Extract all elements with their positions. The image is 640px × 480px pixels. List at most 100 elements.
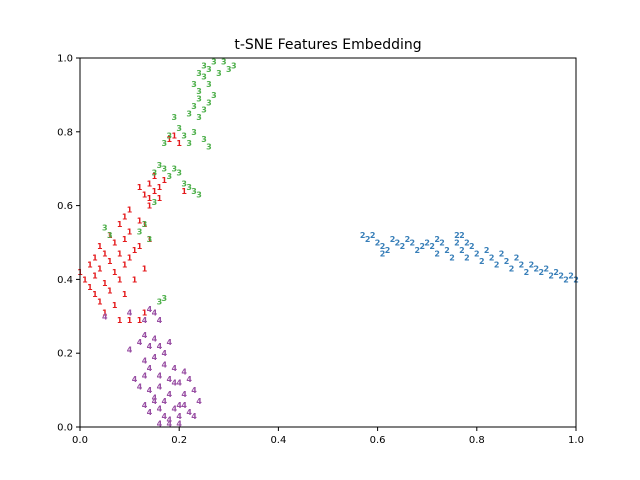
data-point-3: 3 bbox=[147, 235, 153, 244]
data-point-2: 2 bbox=[469, 242, 475, 251]
plot-frame bbox=[79, 57, 577, 428]
data-point-2: 2 bbox=[360, 231, 366, 240]
data-point-4: 4 bbox=[171, 364, 177, 373]
data-point-2: 2 bbox=[434, 235, 440, 244]
data-point-4: 4 bbox=[142, 357, 148, 366]
data-point-3: 3 bbox=[176, 124, 182, 133]
data-point-1: 1 bbox=[117, 275, 123, 284]
data-point-1: 1 bbox=[82, 275, 88, 284]
data-point-2: 2 bbox=[395, 239, 401, 248]
data-point-4: 4 bbox=[176, 401, 182, 410]
x-tick-label: 0.4 bbox=[270, 435, 286, 446]
chart-title: t-SNE Features Embedding bbox=[234, 37, 421, 53]
data-point-3: 3 bbox=[102, 224, 108, 233]
data-point-4: 4 bbox=[142, 401, 148, 410]
data-point-2: 2 bbox=[449, 253, 455, 262]
data-point-3: 3 bbox=[196, 69, 202, 78]
data-point-3: 3 bbox=[201, 61, 207, 70]
data-point-3: 3 bbox=[201, 72, 207, 81]
data-point-3: 3 bbox=[142, 220, 148, 229]
data-point-1: 1 bbox=[171, 131, 177, 140]
data-point-4: 4 bbox=[132, 375, 138, 384]
data-point-1: 1 bbox=[127, 316, 133, 325]
data-point-4: 4 bbox=[162, 349, 168, 358]
data-point-3: 3 bbox=[186, 109, 192, 118]
data-point-4: 4 bbox=[157, 316, 163, 325]
data-point-1: 1 bbox=[122, 261, 128, 270]
data-point-1: 1 bbox=[157, 183, 163, 192]
data-point-4: 4 bbox=[176, 379, 182, 388]
data-point-1: 1 bbox=[112, 268, 118, 277]
data-point-2: 2 bbox=[504, 257, 510, 266]
data-point-3: 3 bbox=[186, 183, 192, 192]
data-point-1: 1 bbox=[102, 279, 108, 288]
data-point-3: 3 bbox=[191, 187, 197, 196]
data-point-4: 4 bbox=[181, 401, 187, 410]
data-point-3: 3 bbox=[162, 165, 168, 174]
data-point-1: 1 bbox=[107, 231, 113, 240]
data-point-2: 2 bbox=[548, 272, 554, 281]
points-layer: 1111111111111111111111111111111111111111… bbox=[77, 58, 579, 429]
data-point-2: 2 bbox=[514, 253, 520, 262]
data-point-4: 4 bbox=[171, 405, 177, 414]
data-point-3: 3 bbox=[171, 113, 177, 122]
data-point-2: 2 bbox=[568, 272, 574, 281]
data-point-2: 2 bbox=[429, 242, 435, 251]
data-point-4: 4 bbox=[176, 412, 182, 421]
data-point-1: 1 bbox=[92, 253, 98, 262]
data-point-2: 2 bbox=[414, 246, 420, 255]
data-point-2: 2 bbox=[474, 250, 480, 259]
data-point-2: 2 bbox=[459, 246, 465, 255]
data-point-2: 2 bbox=[509, 264, 515, 273]
data-point-2: 2 bbox=[534, 264, 540, 273]
data-point-4: 4 bbox=[102, 312, 108, 321]
data-point-4: 4 bbox=[166, 338, 172, 347]
data-point-1: 1 bbox=[92, 272, 98, 281]
data-point-2: 2 bbox=[459, 231, 465, 240]
data-point-1: 1 bbox=[107, 286, 113, 295]
data-point-4: 4 bbox=[152, 334, 158, 343]
x-tick-label: 0.8 bbox=[469, 435, 485, 446]
data-point-4: 4 bbox=[127, 346, 133, 355]
data-point-1: 1 bbox=[152, 172, 158, 181]
data-point-1: 1 bbox=[142, 191, 148, 200]
data-point-4: 4 bbox=[147, 408, 153, 417]
data-point-4: 4 bbox=[147, 386, 153, 395]
data-point-3: 3 bbox=[206, 143, 212, 152]
data-point-1: 1 bbox=[147, 202, 153, 211]
data-point-2: 2 bbox=[484, 246, 490, 255]
data-point-4: 4 bbox=[162, 360, 168, 369]
data-point-1: 1 bbox=[92, 290, 98, 299]
data-point-4: 4 bbox=[152, 309, 158, 318]
data-point-2: 2 bbox=[439, 239, 445, 248]
data-point-2: 2 bbox=[375, 239, 381, 248]
data-point-4: 4 bbox=[171, 379, 177, 388]
data-point-3: 3 bbox=[152, 198, 158, 207]
data-point-2: 2 bbox=[519, 261, 525, 270]
y-tick-label: 0.0 bbox=[57, 423, 73, 434]
data-point-1: 1 bbox=[137, 316, 143, 325]
data-point-3: 3 bbox=[196, 87, 202, 96]
data-point-4: 4 bbox=[176, 419, 182, 428]
data-point-3: 3 bbox=[196, 95, 202, 104]
data-point-3: 3 bbox=[211, 58, 217, 67]
series-4: 4 444 444444444444444444444444444444444444… bbox=[102, 305, 202, 428]
data-point-1: 1 bbox=[87, 261, 93, 270]
data-point-4: 4 bbox=[147, 364, 153, 373]
data-point-4: 4 bbox=[166, 416, 172, 425]
data-point-1: 1 bbox=[162, 176, 168, 185]
data-point-4: 4 bbox=[142, 371, 148, 380]
data-point-4: 4 bbox=[157, 419, 163, 428]
data-point-3: 3 bbox=[157, 298, 163, 307]
data-point-3: 3 bbox=[191, 102, 197, 111]
data-point-1: 1 bbox=[137, 216, 143, 225]
data-point-3: 3 bbox=[162, 294, 168, 303]
data-point-4: 4 bbox=[147, 342, 153, 351]
data-point-1: 1 bbox=[117, 316, 123, 325]
data-point-1: 1 bbox=[142, 264, 148, 273]
data-point-1: 1 bbox=[157, 194, 163, 203]
data-point-3: 3 bbox=[107, 231, 113, 240]
data-point-4: 4 bbox=[196, 397, 202, 406]
